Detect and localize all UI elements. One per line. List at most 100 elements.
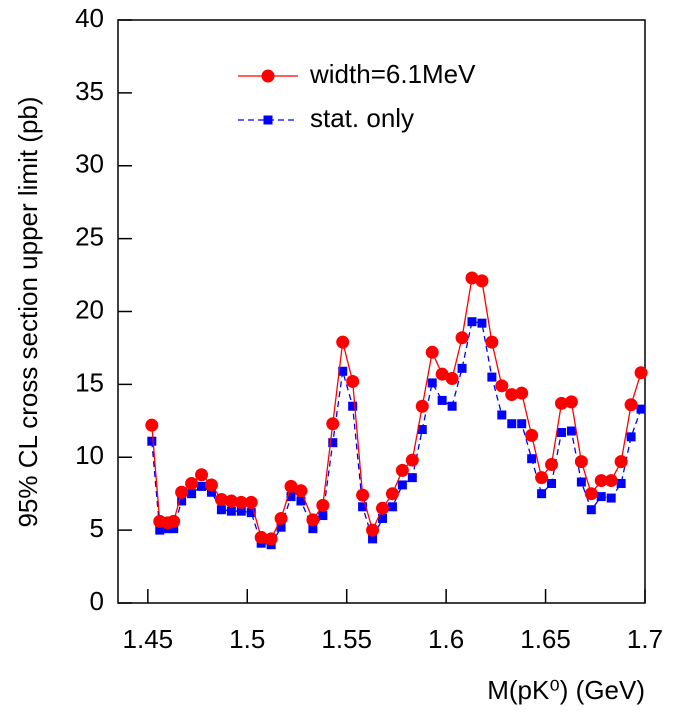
point bbox=[427, 378, 437, 388]
legend-label: stat. only bbox=[310, 103, 414, 133]
point bbox=[636, 404, 646, 414]
point bbox=[505, 388, 519, 402]
point bbox=[395, 463, 409, 477]
point bbox=[175, 485, 189, 499]
point bbox=[596, 492, 606, 502]
point bbox=[554, 396, 568, 410]
point bbox=[204, 478, 218, 492]
y-tick-label: 30 bbox=[75, 149, 104, 179]
point bbox=[366, 523, 380, 537]
point bbox=[294, 484, 308, 498]
point bbox=[356, 488, 370, 502]
point bbox=[214, 493, 228, 507]
point bbox=[358, 502, 368, 512]
point bbox=[525, 428, 539, 442]
y-tick-label: 5 bbox=[90, 513, 104, 543]
y-tick-label: 35 bbox=[75, 76, 104, 106]
point bbox=[375, 501, 389, 515]
y-tick-label: 20 bbox=[75, 294, 104, 324]
point bbox=[308, 524, 318, 534]
point bbox=[244, 495, 258, 509]
x-tick-label: 1.5 bbox=[229, 624, 265, 654]
point bbox=[206, 487, 216, 497]
point bbox=[594, 474, 608, 488]
point bbox=[338, 366, 348, 376]
y-tick-label: 40 bbox=[75, 3, 104, 33]
point bbox=[147, 436, 157, 446]
point bbox=[377, 513, 387, 523]
point bbox=[296, 496, 306, 506]
point bbox=[336, 335, 350, 349]
point bbox=[445, 372, 459, 386]
point bbox=[407, 473, 417, 483]
y-tick-label: 10 bbox=[75, 440, 104, 470]
point bbox=[397, 480, 407, 490]
point bbox=[564, 395, 578, 409]
legend-label: width=6.1MeV bbox=[309, 59, 476, 89]
point bbox=[226, 506, 236, 516]
point bbox=[465, 271, 479, 285]
point bbox=[348, 401, 358, 411]
point bbox=[624, 398, 638, 412]
legend-marker bbox=[261, 69, 275, 83]
point bbox=[586, 505, 596, 515]
x-axis-label: M(pK⁰) (GeV) bbox=[487, 675, 645, 705]
point bbox=[475, 274, 489, 288]
point bbox=[584, 487, 598, 501]
point bbox=[264, 532, 278, 546]
point bbox=[346, 374, 360, 388]
point bbox=[197, 481, 207, 491]
point bbox=[437, 395, 447, 405]
point bbox=[447, 401, 457, 411]
point bbox=[326, 417, 340, 431]
point bbox=[576, 477, 586, 487]
point bbox=[477, 318, 487, 328]
point bbox=[455, 331, 469, 345]
point bbox=[177, 496, 187, 506]
point bbox=[545, 458, 559, 472]
point bbox=[387, 502, 397, 512]
point bbox=[246, 508, 256, 518]
point bbox=[318, 511, 328, 521]
point bbox=[537, 489, 547, 499]
x-tick-label: 1.55 bbox=[321, 624, 372, 654]
point bbox=[425, 345, 439, 359]
point bbox=[487, 372, 497, 382]
x-tick-label: 1.45 bbox=[123, 624, 174, 654]
point bbox=[616, 478, 626, 488]
point bbox=[606, 493, 616, 503]
point bbox=[195, 468, 209, 482]
point bbox=[224, 494, 238, 508]
y-tick-label: 25 bbox=[75, 222, 104, 252]
point bbox=[236, 506, 246, 516]
point bbox=[169, 524, 179, 534]
y-tick-label: 15 bbox=[75, 367, 104, 397]
point bbox=[517, 419, 527, 429]
point bbox=[185, 476, 199, 490]
point bbox=[566, 426, 576, 436]
point bbox=[507, 419, 517, 429]
point bbox=[167, 514, 181, 528]
point bbox=[316, 498, 330, 512]
point bbox=[485, 335, 499, 349]
point bbox=[527, 454, 537, 464]
point bbox=[435, 367, 449, 381]
point bbox=[626, 432, 636, 442]
point bbox=[216, 505, 226, 515]
point bbox=[234, 495, 248, 509]
legend-marker bbox=[263, 115, 273, 125]
point bbox=[547, 478, 557, 488]
point bbox=[614, 455, 628, 469]
y-tick-label: 0 bbox=[90, 586, 104, 616]
point bbox=[145, 418, 159, 432]
point bbox=[417, 425, 427, 435]
point bbox=[467, 317, 477, 327]
x-tick-label: 1.65 bbox=[520, 624, 571, 654]
point bbox=[574, 455, 588, 469]
point bbox=[286, 492, 296, 502]
point bbox=[306, 513, 320, 527]
point bbox=[515, 386, 529, 400]
point bbox=[284, 479, 298, 493]
point bbox=[187, 489, 197, 499]
